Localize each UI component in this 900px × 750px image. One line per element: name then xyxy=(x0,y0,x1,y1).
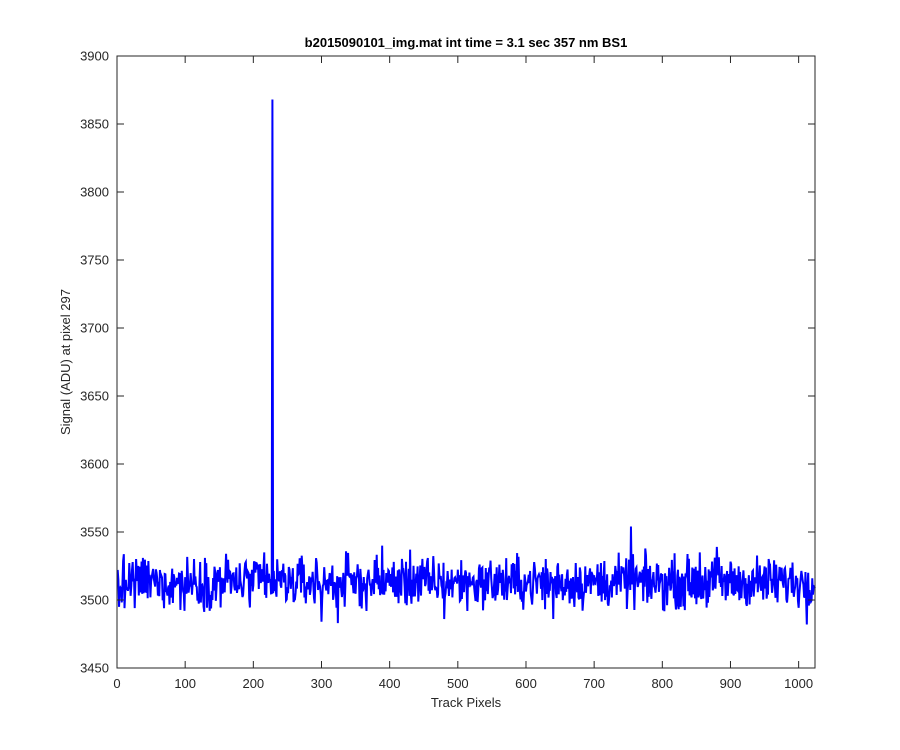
x-tick-label: 200 xyxy=(242,676,264,691)
x-axis-label: Track Pixels xyxy=(431,695,502,710)
x-tick-label: 400 xyxy=(379,676,401,691)
chart-title: b2015090101_img.mat int time = 3.1 sec 3… xyxy=(305,35,628,50)
x-tick-label: 0 xyxy=(113,676,120,691)
y-tick-label: 3850 xyxy=(80,117,109,132)
x-tick-label: 300 xyxy=(311,676,333,691)
y-tick-label: 3450 xyxy=(80,661,109,676)
axes-box xyxy=(116,55,816,669)
x-tick-label: 700 xyxy=(583,676,605,691)
y-tick-label: 3550 xyxy=(80,525,109,540)
y-tick-label: 3900 xyxy=(80,49,109,64)
x-tick-label: 800 xyxy=(651,676,673,691)
x-tick-label: 1000 xyxy=(784,676,813,691)
series-layer xyxy=(116,99,816,625)
x-tick-label: 600 xyxy=(515,676,537,691)
y-tick-label: 3800 xyxy=(80,185,109,200)
y-axis-label: Signal (ADU) at pixel 297 xyxy=(58,289,73,435)
y-tick-label: 3650 xyxy=(80,389,109,404)
y-tick-label: 3500 xyxy=(80,593,109,608)
x-tick-label: 100 xyxy=(174,676,196,691)
x-tick-label: 900 xyxy=(720,676,742,691)
y-tick-label: 3750 xyxy=(80,253,109,268)
y-tick-label: 3700 xyxy=(80,321,109,336)
signal-line xyxy=(116,99,816,625)
y-tick-label: 3600 xyxy=(80,457,109,472)
x-tick-label: 500 xyxy=(447,676,469,691)
ticks-layer: 0 100 200 300 400 500 600 700 800 900 1000 3450 3500… xyxy=(80,49,815,691)
